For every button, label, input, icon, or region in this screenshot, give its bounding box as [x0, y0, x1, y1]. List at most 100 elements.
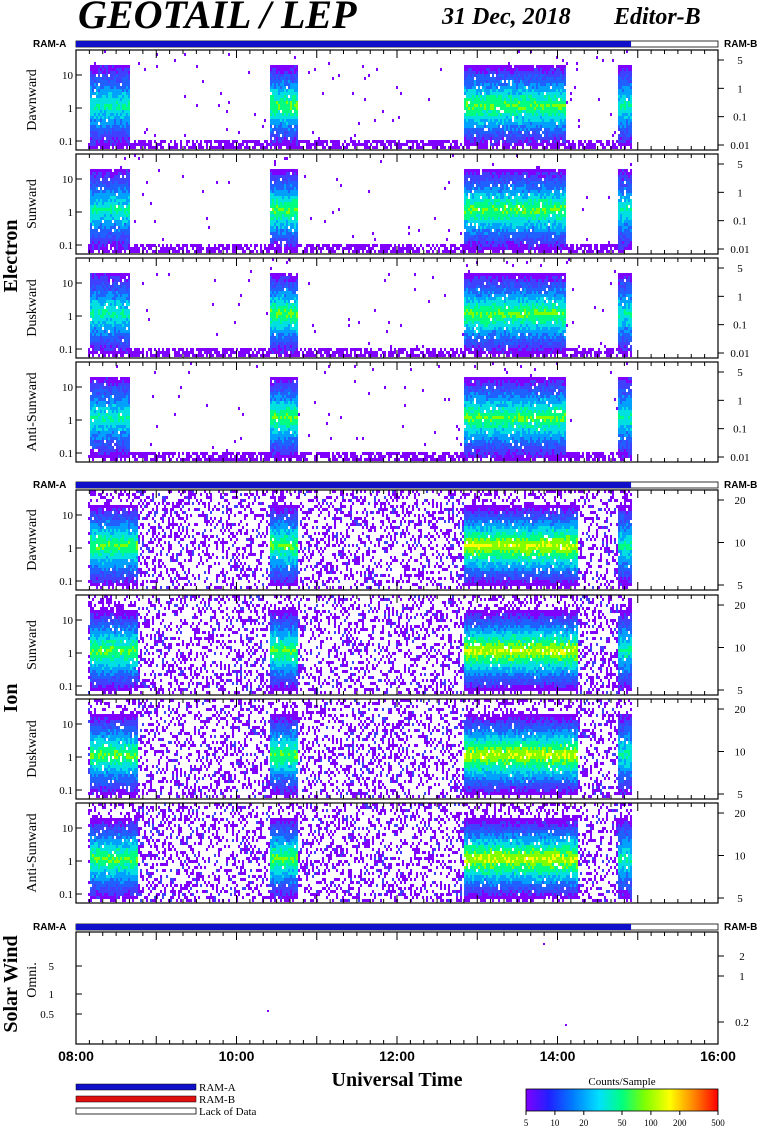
electron-panel-3-heatmap	[88, 258, 632, 357]
left-tick-label: 10	[62, 719, 74, 731]
electron-panel-2-label: Sunward	[25, 179, 40, 229]
electron-panel-1-heatmap	[88, 50, 632, 149]
right-tick-label: 5	[737, 55, 743, 67]
electron-panel-1: Dawnward 10 1 0.1 5 1 0.1 0.01	[25, 49, 750, 152]
left-tick-label: 1	[68, 415, 74, 427]
ion-panel-2: Sunward 10 1 0.1 20 10 5	[25, 594, 747, 697]
left-tick-label: 0.1	[59, 681, 73, 693]
sw-data-point	[565, 1024, 567, 1026]
left-tick-label: 1	[68, 543, 74, 555]
right-tick-label: 5	[737, 580, 743, 592]
time-tick-label: 16:00	[700, 1048, 736, 1064]
left-tick-label: 0.1	[59, 240, 73, 252]
time-axis-labels: 08:00 10:00 12:00 14:00 16:00	[58, 1048, 736, 1064]
ram-a-label: RAM-A	[33, 39, 66, 50]
electron-panel-4-heatmap	[88, 362, 632, 461]
right-tick-label: 20	[735, 495, 747, 507]
right-tick-label: 10	[735, 851, 747, 863]
right-tick-label: 1	[737, 187, 743, 199]
left-tick-label: 0.1	[59, 344, 73, 356]
ion-panel-4-heatmap	[88, 803, 632, 902]
right-tick-label: 5	[737, 893, 743, 905]
right-tick-label: 1	[737, 291, 743, 303]
ram-a-label: RAM-A	[33, 480, 66, 491]
ion-ram-bar: RAM-A RAM-B	[33, 480, 757, 491]
left-tick-label: 1	[68, 311, 74, 323]
ram-a-coverage-bar	[76, 41, 632, 47]
left-tick-label: 10	[62, 382, 74, 394]
group-label-electron: Electron	[0, 220, 22, 293]
ram-b-label: RAM-B	[724, 480, 757, 491]
time-tick-label: 12:00	[379, 1048, 415, 1064]
sw-data-point	[543, 943, 545, 945]
ion-panel-2-heatmap	[88, 595, 632, 694]
electron-ram-bar: RAM-A RAM-B	[33, 39, 757, 50]
right-tick-label: 1	[739, 971, 745, 983]
right-tick-label: 10	[735, 747, 747, 759]
colorbar-gradient	[525, 1088, 719, 1112]
ion-panel-3: Duskward 10 1 0.1 20 10 5	[25, 698, 747, 801]
electron-panel-3-label: Duskward	[25, 279, 40, 337]
left-tick-label: 0.5	[40, 1009, 54, 1021]
right-tick-label: 0.2	[735, 1017, 749, 1029]
figure-date: 31 Dec, 2018	[441, 4, 571, 30]
figure-editor: Editor-B	[613, 4, 701, 30]
left-tick-label: 10	[62, 70, 74, 82]
right-tick-label: 5	[737, 159, 743, 171]
time-tick-label: 14:00	[540, 1048, 576, 1064]
left-tick-label: 1	[68, 207, 74, 219]
colorbar-tick-label: 10	[550, 1118, 560, 1128]
ram-b-label: RAM-B	[724, 922, 757, 933]
electron-panel-3: Duskward 10 1 0.1 5 1 0.1 0.01	[25, 257, 750, 360]
left-tick-label: 10	[62, 823, 74, 835]
sw-panel: Omni. 5 1 0.5 2 1 0.2	[25, 931, 749, 1045]
colorbar-title: Counts/Sample	[588, 1076, 655, 1088]
left-tick-label: 1	[49, 989, 55, 1001]
ion-panel-2-label: Sunward	[25, 620, 40, 670]
colorbar-tick-label: 500	[711, 1118, 725, 1128]
panels: RAM-A RAM-B Dawnward 10 1 0.1 5 1 0.1 0.01 Sunward…	[25, 39, 757, 1045]
colorbar-tick-label: 200	[673, 1118, 687, 1128]
right-tick-label: 0.01	[730, 348, 749, 360]
right-tick-label: 5	[737, 367, 743, 379]
colorbar-tick-label: 20	[579, 1118, 589, 1128]
ion-panel-1-label: Dawnward	[25, 509, 40, 570]
right-tick-label: 0.01	[730, 244, 749, 256]
sw-data-point	[267, 1010, 269, 1012]
x-axis-label: Universal Time	[332, 1069, 463, 1091]
right-tick-label: 0.01	[730, 452, 749, 464]
left-tick-label: 10	[62, 615, 74, 627]
right-tick-label: 0.1	[733, 320, 747, 332]
sw-panel-label: Omni.	[25, 962, 40, 997]
ram-a-coverage-bar	[76, 924, 632, 930]
group-label-solar-wind: Solar Wind	[0, 935, 22, 1032]
time-tick-label: 10:00	[219, 1048, 255, 1064]
left-tick-label: 10	[62, 510, 74, 522]
colorbar: Counts/Sample 5 10 20 50 100 200 500	[524, 1076, 726, 1128]
legend-ram-b-label: RAM-B	[199, 1094, 235, 1106]
right-tick-label: 5	[737, 263, 743, 275]
left-tick-label: 1	[68, 648, 74, 660]
electron-panel-4-label: Anti-Sunward	[25, 372, 40, 451]
right-tick-label: 10	[735, 643, 747, 655]
colorbar-tick-label: 5	[524, 1118, 529, 1128]
left-tick-label: 0.1	[59, 576, 73, 588]
ion-panel-1: Dawnward 10 1 0.1 20 10 5	[25, 489, 747, 592]
right-tick-label: 0.1	[733, 424, 747, 436]
ram-legend: RAM-A RAM-B Lack of Data	[75, 1082, 257, 1118]
legend-ram-b-swatch	[75, 1095, 197, 1103]
electron-panel-2: Sunward 10 1 0.1 5 1 0.1 0.01	[25, 153, 750, 256]
right-tick-label: 1	[737, 395, 743, 407]
left-tick-label: 10	[62, 174, 74, 186]
legend-ram-a-label: RAM-A	[199, 1082, 236, 1094]
sw-panel-frame	[75, 931, 719, 1045]
right-tick-label: 20	[735, 808, 747, 820]
figure-title: GEOTAIL / LEP	[78, 0, 357, 37]
ion-panel-4: Anti-Sunward 10 1 0.1 20 10 5	[25, 802, 747, 905]
ion-panel-4-label: Anti-Sunward	[25, 813, 40, 892]
left-tick-label: 10	[62, 278, 74, 290]
right-tick-label: 1	[737, 83, 743, 95]
ram-b-label: RAM-B	[724, 39, 757, 50]
right-tick-label: 20	[735, 704, 747, 716]
